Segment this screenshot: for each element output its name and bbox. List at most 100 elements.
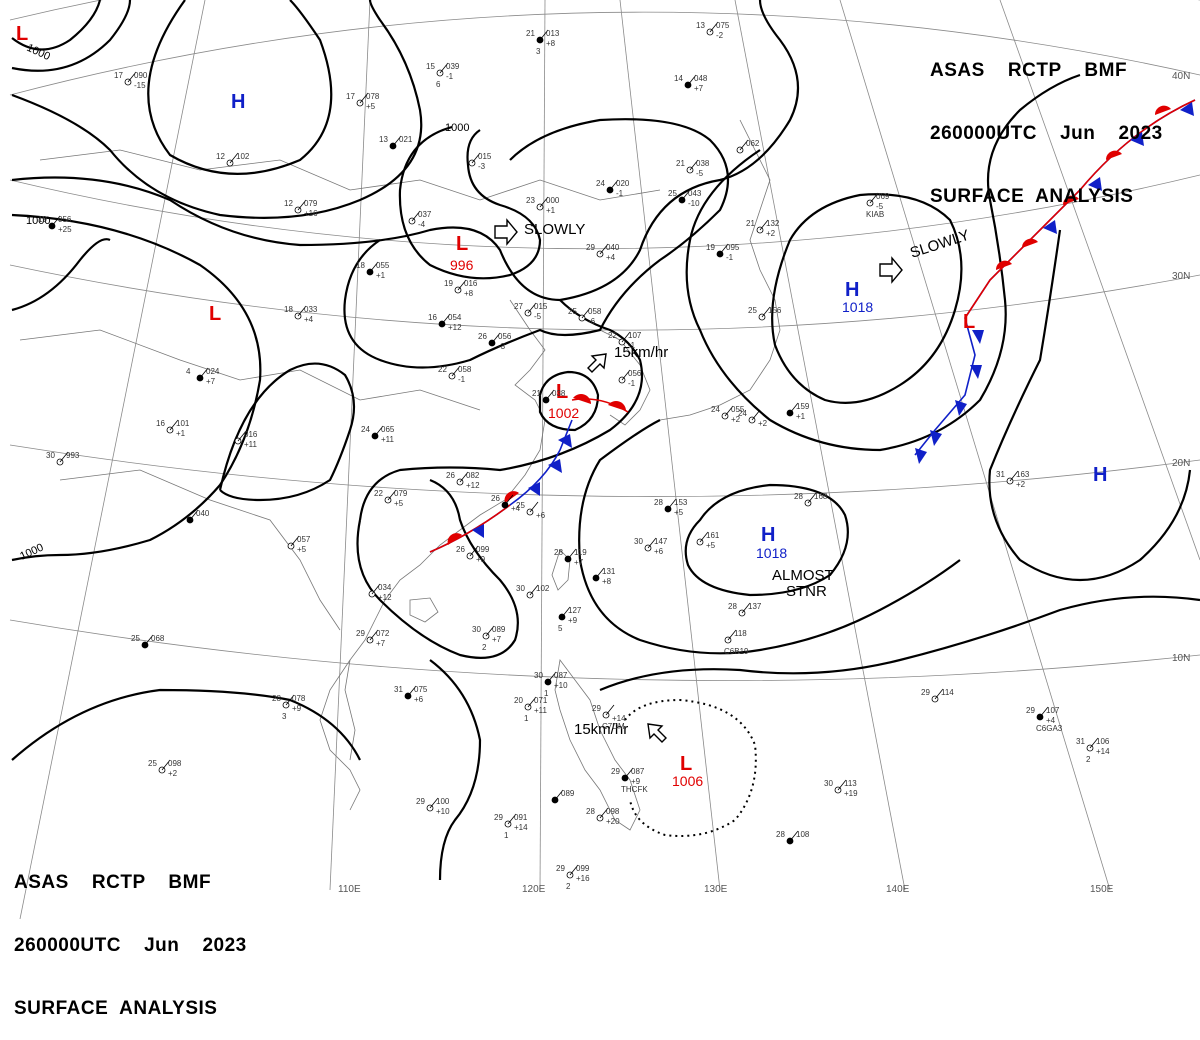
station-temperature: 25 [148, 759, 157, 768]
triangle [528, 482, 540, 496]
station-tendency: +2 [1016, 480, 1026, 489]
station-plot: 16 054+12 [428, 313, 462, 332]
station-pressure: 069 [876, 192, 890, 201]
station-tendency: -5 [876, 202, 884, 211]
wind-barb [539, 29, 549, 41]
wind-barb [441, 313, 451, 325]
station-plot: 30 102 [516, 584, 550, 599]
station-tendency: +16 [304, 209, 318, 218]
station-plot: 28 168 [794, 492, 828, 507]
station-temperature: 28 [776, 830, 785, 839]
wind-barb [759, 219, 769, 231]
station-pressure: 106 [1096, 737, 1110, 746]
wind-barb [527, 696, 537, 708]
station-temperature: 20 [514, 696, 523, 705]
warm-front-1002 [571, 398, 629, 413]
isobars [11, 0, 1200, 881]
station-temperature: 30 [534, 671, 543, 680]
isobar-high-1018-east [771, 193, 963, 404]
station-temperature: 30 [472, 625, 481, 634]
triangle [1130, 132, 1144, 146]
station-tendency: +4 [1046, 716, 1056, 725]
station-tendency: +25 [58, 225, 72, 234]
station-plot: 29 072+7 [356, 629, 390, 648]
station-tendency: +16 [576, 874, 590, 883]
station-pressure: 161 [706, 531, 720, 540]
triangle [1043, 220, 1057, 234]
station-plot: 25 058-6 [568, 307, 602, 326]
longitude-line-100e [19, 0, 206, 919]
wind-barb [485, 625, 495, 637]
wind-barb [569, 864, 579, 876]
wind-barb [624, 767, 634, 779]
station-temperature: 19 [444, 279, 453, 288]
station-tendency: +8 [464, 289, 474, 298]
wind-barb [689, 159, 699, 171]
station-plot: 17 090-15 [114, 71, 148, 90]
header-line-1: ASAS RCTP BMF [930, 60, 1128, 81]
station-tendency: +12 [378, 593, 392, 602]
station-plot: 28 098+20 [586, 807, 620, 826]
station-tendency: -1 [726, 253, 734, 262]
station-pressure: 040 [196, 509, 210, 518]
station-pressure: 137 [748, 602, 762, 611]
station-temperature: 22 [374, 489, 383, 498]
wind-barb [407, 685, 417, 697]
station-tendency: -1 [628, 341, 636, 350]
station-temperature: 21 [532, 389, 541, 398]
station-temperature: 4 [186, 367, 191, 376]
station-pressure: 108 [796, 830, 810, 839]
wind-barb [727, 629, 737, 641]
wind-barb [411, 210, 421, 222]
station-pressure: 107 [628, 331, 642, 340]
station-plot: 24 055+2 [711, 405, 745, 424]
isobar-high-1018-south [684, 483, 849, 597]
station-pressure: 087 [631, 767, 645, 776]
station-plot: 127+9 5 [558, 606, 582, 633]
station-temperature: 29 [921, 688, 930, 697]
station-plot: 12 079+16 [284, 199, 318, 218]
station-temperature: 29 [586, 243, 595, 252]
station-pressure: 993 [66, 451, 80, 460]
station-tendency: +11 [244, 440, 258, 449]
wind-barb [504, 494, 514, 506]
station-temperature: 29 [556, 864, 565, 873]
station-temperature: 21 [676, 159, 685, 168]
station-tendency: +2 [758, 419, 768, 428]
wind-barb [297, 305, 307, 317]
longitude-line-150e [839, 0, 1111, 891]
lat-labels: 40N 30N 20N 10N [1172, 71, 1190, 664]
wind-barb [837, 779, 847, 791]
station-plot: 19 056+25 [38, 215, 72, 234]
semicircle [1105, 150, 1122, 160]
isobar-north-band [11, 0, 423, 219]
isobar-low-1006-dotted [624, 698, 757, 837]
wind-barb [144, 634, 154, 646]
station-tendency: -3 [498, 342, 506, 351]
station-plot: 016+11 [234, 430, 258, 449]
station-tendency: +6 [654, 547, 664, 556]
isobar-low-996 [398, 125, 542, 280]
wind-barb [621, 331, 631, 343]
isobar-nw-low-outer [11, 0, 132, 72]
station-plot: 18 055+1 [356, 261, 390, 280]
motion-label-stnr: STNR [786, 583, 827, 600]
station-pressure: 107 [1046, 706, 1060, 715]
wind-barb [539, 196, 549, 208]
station-plot: 056-1 [618, 369, 642, 388]
station-temperature: 29 [494, 813, 503, 822]
wind-barb [934, 688, 944, 700]
station-temperature: 31 [1076, 737, 1085, 746]
wind-barb [605, 704, 615, 716]
station-pressure: 058 [458, 365, 472, 374]
weather-map: 40N 30N 20N 10N 110E 120E 130E 140E 150E… [9, 0, 1200, 919]
wind-barb [609, 179, 619, 191]
china-coast [344, 299, 546, 761]
station-pressure: 062 [746, 139, 760, 148]
station-tendency: +1 [546, 206, 556, 215]
station-temperature: 31 [996, 470, 1005, 479]
wind-barb [297, 199, 307, 211]
high-pressure-1018-south: 1018 [756, 545, 787, 561]
station-tendency: +1 [796, 412, 806, 421]
